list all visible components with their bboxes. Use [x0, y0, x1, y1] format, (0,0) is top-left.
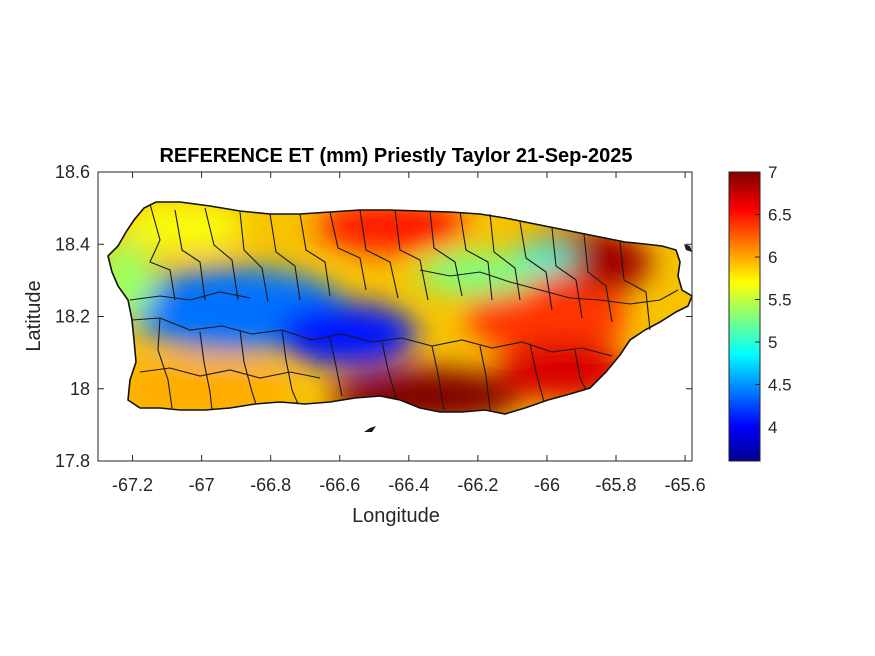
municipality-boundary: [131, 317, 373, 343]
x-tick-label: -66.6: [319, 475, 360, 495]
colorbar-tick-label: 4: [768, 418, 777, 437]
municipality-boundary: [139, 367, 321, 379]
municipality-boundary: [479, 345, 491, 411]
y-tick-label: 18.6: [55, 162, 90, 182]
y-axis-label: Latitude: [23, 280, 45, 351]
y-tick-label: 18.4: [55, 234, 90, 254]
municipality-boundary: [329, 211, 367, 291]
colorbar-tick-label: 5.5: [768, 291, 792, 310]
x-tick-label: -66: [534, 475, 560, 495]
island-outline: [107, 201, 693, 415]
x-tick-label: -66.2: [457, 475, 498, 495]
x-axis-ticks: -67.2 -67 -66.8 -66.6 -66.4 -66.2 -66 -65.8 -65.…: [112, 172, 706, 495]
field-zone-north-central-coast: [316, 202, 467, 253]
municipality-boundary: [599, 289, 679, 305]
municipality-boundary: [199, 331, 213, 411]
municipality-boundary: [239, 211, 269, 303]
x-tick-label: -65.6: [665, 475, 706, 495]
municipality-boundary: [381, 341, 397, 399]
municipality-boundary: [519, 221, 553, 311]
x-axis-label: Longitude: [352, 505, 440, 527]
municipality-boundary: [281, 329, 299, 405]
x-tick-label: -67.2: [112, 475, 153, 495]
colorbar-ticks: 4 4.5 5 5.5 6 6.5 7: [755, 163, 792, 437]
municipality-boundary: [429, 210, 463, 297]
colorbar-tick-label: 6: [768, 248, 777, 267]
municipality-boundary: [157, 317, 173, 409]
municipality-boundary: [619, 241, 651, 331]
municipality-boundary: [419, 269, 601, 301]
municipality-boundary: [529, 343, 545, 403]
colorbar-tick-label: 4.5: [768, 376, 792, 395]
field-zone-central-mountains: [276, 302, 417, 367]
municipality-boundary: [299, 213, 331, 297]
colorbar-tick-label: 5: [768, 333, 777, 352]
municipality-boundary: [583, 233, 613, 323]
municipality-boundary: [204, 207, 239, 301]
y-tick-label: 18: [70, 379, 90, 399]
x-tick-label: -66.4: [388, 475, 429, 495]
municipality-boundary: [269, 213, 301, 301]
municipality-boundary: [329, 337, 343, 397]
field-zone-northwest-coast: [124, 202, 245, 251]
y-tick-label: 17.8: [55, 451, 90, 471]
municipality-boundary: [149, 203, 176, 301]
municipality-boundary: [174, 209, 206, 301]
culebra-edge: [684, 244, 692, 252]
municipality-boundary: [459, 211, 493, 301]
field-zone-carolina-area: [516, 244, 577, 273]
municipality-boundary: [431, 345, 445, 411]
municipality-boundary: [239, 329, 257, 405]
field-zone-east-central: [466, 276, 627, 357]
chart-title: REFERENCE ET (mm) Priestly Taylor 21-Sep…: [159, 145, 632, 167]
municipality-boundary: [371, 337, 613, 357]
colorbar: [728, 171, 761, 462]
municipality-boundary: [394, 209, 429, 301]
municipality-boundary: [359, 209, 399, 299]
municipality-boundary: [574, 349, 587, 391]
colorbar-tick-label: 6.5: [768, 206, 792, 225]
caja-de-muertos-island: [364, 426, 376, 432]
municipality-boundary: [129, 291, 251, 301]
x-tick-label: -66.8: [250, 475, 291, 495]
x-tick-label: -65.8: [596, 475, 637, 495]
x-tick-label: -67: [189, 475, 215, 495]
y-tick-label: 18.2: [55, 307, 90, 327]
municipality-boundaries: [129, 203, 679, 411]
colorbar-tick-label: 7: [768, 163, 777, 182]
y-axis-ticks: 17.8 18 18.2 18.4 18.6: [55, 162, 692, 471]
